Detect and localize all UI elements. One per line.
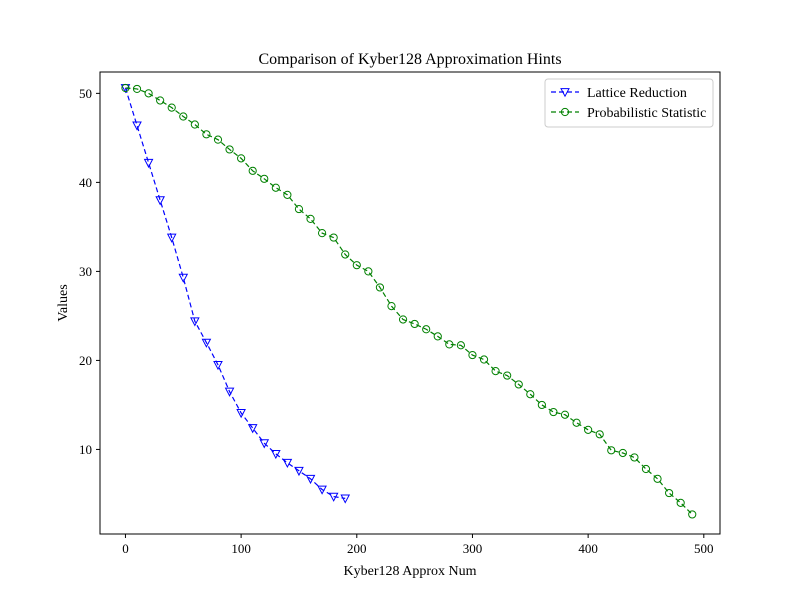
data-point <box>537 400 546 410</box>
data-point <box>317 229 327 238</box>
data-point <box>190 317 200 327</box>
data-point <box>259 439 270 449</box>
data-point <box>190 120 199 129</box>
data-point <box>340 494 351 504</box>
data-point <box>641 464 651 474</box>
data-point <box>143 158 154 169</box>
data-point <box>630 453 639 462</box>
data-point <box>270 449 281 460</box>
data-point <box>398 315 408 324</box>
data-point <box>306 214 315 223</box>
data-point <box>132 84 142 94</box>
x-tick-label: 500 <box>694 541 714 556</box>
data-point <box>178 273 189 283</box>
x-tick-label: 0 <box>122 541 129 556</box>
data-point <box>422 325 431 334</box>
data-point <box>224 387 235 397</box>
data-point <box>595 430 604 439</box>
data-point <box>282 458 293 469</box>
y-axis-label: Values <box>56 284 71 321</box>
data-point <box>688 510 697 519</box>
data-point <box>328 492 339 502</box>
legend: Lattice Reduction Probabilistic Statistic <box>544 78 714 128</box>
data-point <box>526 390 535 399</box>
data-point <box>317 485 327 495</box>
data-point <box>653 474 662 483</box>
legend-label: Lattice Reduction <box>587 86 687 101</box>
data-point <box>260 174 269 183</box>
data-point <box>445 340 454 349</box>
data-point <box>433 332 442 341</box>
data-point <box>387 302 396 311</box>
data-point <box>607 446 616 455</box>
data-point <box>329 233 338 242</box>
series-layer <box>120 83 697 519</box>
data-point <box>155 196 165 206</box>
data-point <box>213 135 223 144</box>
data-point <box>132 121 142 131</box>
ticks-layer: 0 100 200 300 400 500 10 20 30 40 50 <box>79 86 714 556</box>
data-point <box>294 466 304 477</box>
legend-label: Probabilistic Statistic <box>587 106 706 121</box>
y-tick-label: 20 <box>79 353 92 368</box>
series-line <box>124 87 346 499</box>
data-point <box>305 474 316 485</box>
data-point <box>468 350 477 360</box>
plot-area <box>99 71 721 535</box>
data-point <box>618 448 627 458</box>
data-point <box>364 267 373 276</box>
data-point <box>456 341 465 350</box>
data-point <box>236 409 246 419</box>
legend-item: Lattice Reduction <box>551 86 687 101</box>
data-point <box>352 261 361 270</box>
data-point <box>341 250 350 259</box>
data-point <box>247 424 258 434</box>
data-point <box>665 488 674 498</box>
chart-title: Comparison of Kyber128 Approximation Hin… <box>258 51 561 68</box>
data-point <box>237 154 246 163</box>
data-point <box>248 166 257 175</box>
series-lattice-reduction <box>120 84 351 504</box>
x-tick-label: 200 <box>347 541 367 556</box>
data-point <box>560 410 570 419</box>
y-tick-label: 10 <box>79 442 92 457</box>
data-point <box>572 418 581 427</box>
x-axis-label: Kyber128 Approx Num <box>344 564 477 579</box>
data-point <box>294 204 304 214</box>
data-point <box>676 498 685 507</box>
x-tick-label: 400 <box>578 541 598 556</box>
legend-marker <box>560 88 570 98</box>
legend-marker <box>560 107 570 117</box>
data-point <box>491 366 500 376</box>
data-point <box>202 130 211 139</box>
data-point <box>283 190 292 199</box>
data-point <box>201 338 212 348</box>
data-point <box>166 233 177 243</box>
y-tick-label: 30 <box>79 264 92 279</box>
data-point <box>375 283 385 292</box>
legend-item: Probabilistic Statistic <box>551 106 706 121</box>
series-probabilistic-statistic <box>121 83 697 519</box>
data-point <box>144 89 153 98</box>
data-point <box>271 183 280 192</box>
data-point <box>121 83 130 93</box>
data-point <box>503 371 512 380</box>
data-point <box>179 112 188 121</box>
legend-box <box>544 78 714 128</box>
data-point <box>410 319 419 329</box>
data-point <box>549 407 558 417</box>
data-point <box>225 145 234 154</box>
data-point <box>156 96 165 105</box>
y-tick-label: 50 <box>79 86 92 101</box>
data-point <box>514 380 523 389</box>
data-point <box>213 360 223 371</box>
data-point <box>167 103 176 112</box>
data-point <box>479 355 489 364</box>
data-point <box>584 425 593 434</box>
x-tick-label: 100 <box>231 541 251 556</box>
y-tick-label: 40 <box>79 175 92 190</box>
x-tick-label: 300 <box>463 541 483 556</box>
